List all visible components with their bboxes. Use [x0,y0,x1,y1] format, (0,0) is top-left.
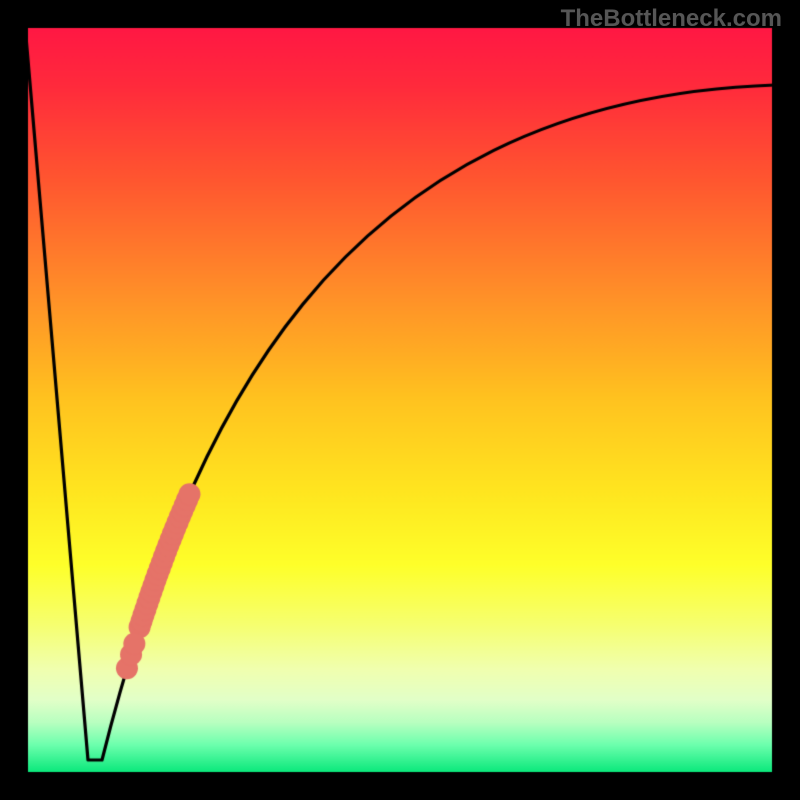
bottleneck-chart-canvas [0,0,800,800]
watermark-text: TheBottleneck.com [561,5,782,33]
